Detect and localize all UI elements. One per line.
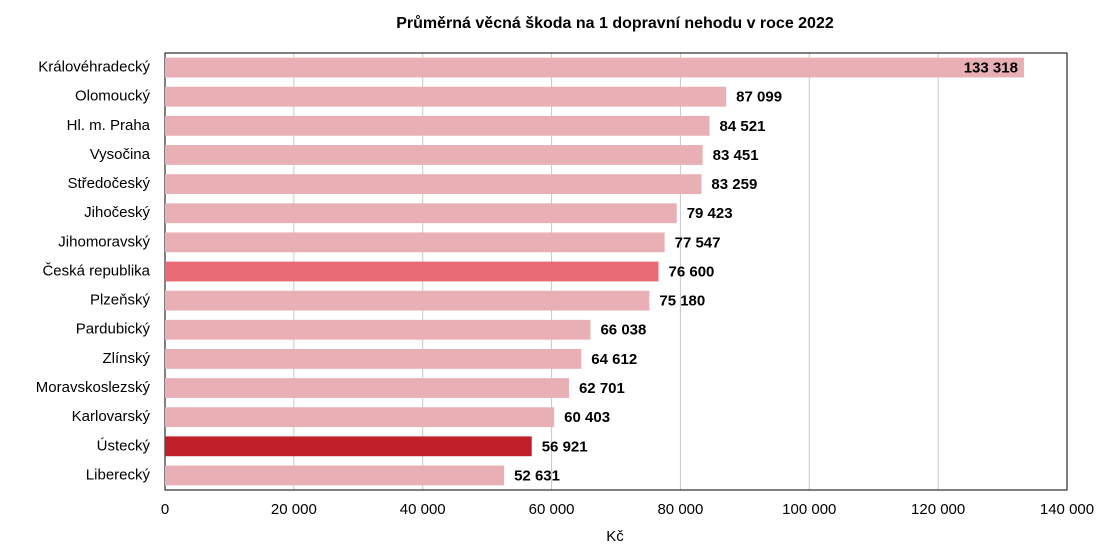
y-tick-label: Česká republika [42,262,150,279]
bar [165,57,1024,78]
value-label: 133 318 [964,60,1018,77]
y-tick-label: Pardubický [76,321,151,338]
bar [165,115,710,136]
y-tick-label: Jihočeský [84,204,150,221]
x-axis-label: Kč [606,528,624,545]
x-tick-label: 20 000 [271,501,317,518]
y-tick-label: Liberecký [86,466,151,483]
value-label: 87 099 [736,89,782,106]
bar [165,232,665,253]
y-tick-label: Olomoucký [75,88,151,105]
bar [165,348,582,369]
bar [165,290,650,311]
x-tick-label: 40 000 [400,501,446,518]
x-tick-label: 140 000 [1040,501,1094,518]
bar [165,203,677,224]
y-tick-label: Plzeňský [90,292,151,309]
chart-title: Průměrná věcná škoda na 1 dopravní nehod… [396,15,834,32]
value-label: 66 038 [600,322,646,339]
value-label: 79 423 [687,205,733,222]
bar [165,436,532,457]
bar [165,319,591,340]
y-tick-label: Jihomoravský [58,233,150,250]
value-label: 56 921 [542,438,588,455]
y-tick-label: Moravskoslezský [36,379,151,396]
value-label: 64 612 [591,351,637,368]
y-tick-label: Hl. m. Praha [67,117,151,134]
value-label: 83 451 [713,147,759,164]
x-tick-label: 60 000 [529,501,575,518]
x-tick-label: 120 000 [911,501,965,518]
y-tick-label: Zlínský [102,350,150,367]
bar [165,465,505,486]
x-tick-label: 0 [161,501,169,518]
y-tick-label: Vysočina [90,146,151,163]
bar [165,407,555,428]
x-tick-label: 100 000 [782,501,836,518]
bar [165,261,659,282]
value-label: 77 547 [675,234,721,251]
value-label: 60 403 [564,409,610,426]
value-label: 84 521 [720,118,766,135]
value-label: 62 701 [579,380,625,397]
value-label: 75 180 [659,293,705,310]
y-tick-label: Karlovarský [72,408,151,425]
y-tick-label: Ústecký [97,437,151,454]
y-tick-label: Královéhradecký [38,59,150,76]
bar [165,86,727,107]
bar [165,378,569,398]
y-tick-label: Středočeský [67,175,150,192]
bar [165,145,703,165]
x-tick-label: 80 000 [657,501,703,518]
value-label: 83 259 [711,176,757,193]
value-label: 76 600 [669,263,715,280]
value-label: 52 631 [514,467,560,484]
bar [165,174,702,195]
